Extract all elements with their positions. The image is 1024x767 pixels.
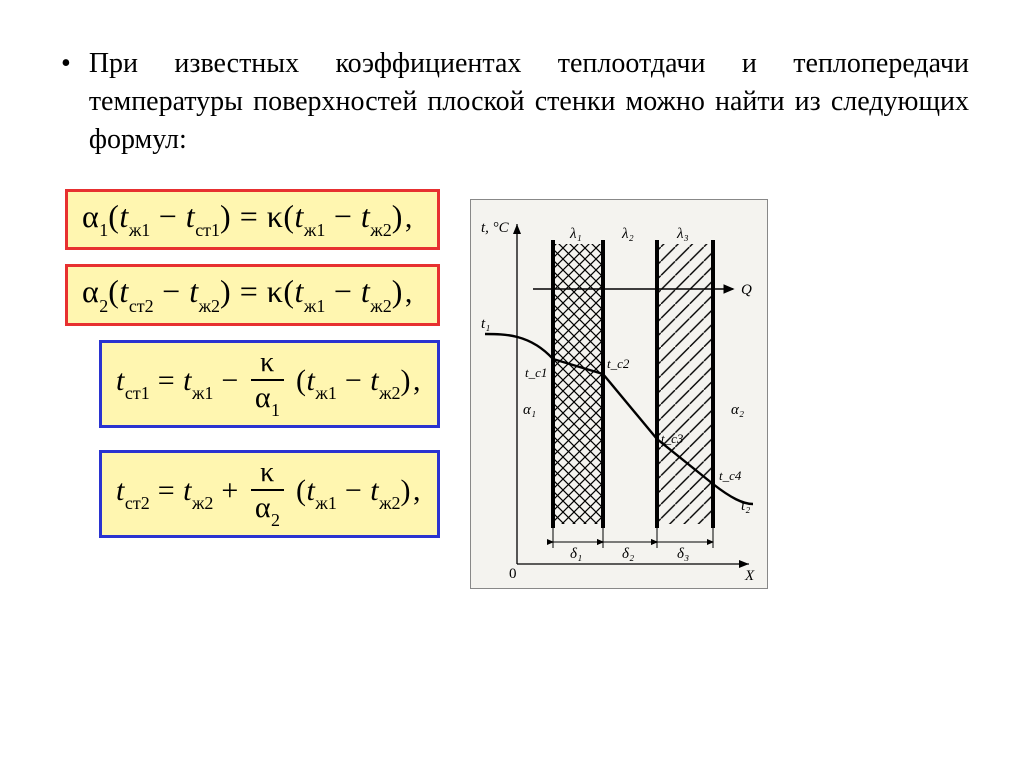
frac-bot: α1 [251, 381, 284, 417]
svg-text:t_c2: t_c2 [607, 356, 630, 371]
lparen: ( [296, 364, 307, 397]
alpha: α [82, 198, 99, 234]
t2: t [370, 364, 379, 397]
t2sub: ст1 [195, 220, 220, 240]
eq: = [158, 474, 175, 507]
minus2: − [345, 364, 362, 397]
svg-text:t, °C: t, °C [481, 220, 510, 236]
t1sub: ст2 [129, 296, 154, 316]
t2: t [186, 198, 195, 234]
kappa: κ [267, 273, 284, 309]
kappa: κ [267, 198, 284, 234]
t3sub: ж1 [304, 220, 325, 240]
tlhs-sub: ст2 [125, 493, 150, 513]
svg-text:λ₃: λ₃ [676, 226, 689, 242]
tlhs: t [116, 474, 125, 507]
wall-diagram: t, °C X 0 λ₁ λ₂ λ₃ Qt₁ t_c1 t_c2 t_c3 t_c4 t₂ α₁ α₂ δ₁… [475, 204, 763, 584]
content-row: α1(tж1 − tст1) = κ(tж1 − tж2), α2(tст2 −… [55, 189, 969, 589]
trhs-sub: ж1 [192, 383, 213, 403]
t3: t [295, 273, 304, 309]
t3sub: ж1 [304, 296, 325, 316]
svg-text:X: X [744, 568, 755, 584]
tlhs: t [116, 364, 125, 397]
svg-text:δ₃: δ₃ [677, 546, 689, 562]
tlhs-sub: ст1 [125, 383, 150, 403]
rparen: ) [220, 273, 231, 309]
alpha-sub: 2 [99, 296, 108, 316]
svg-text:Q: Q [741, 282, 752, 298]
comma: , [405, 201, 413, 234]
trhs: t [183, 364, 192, 397]
bullet-marker: • [55, 45, 71, 159]
minus2: − [334, 273, 353, 309]
t1: t [119, 198, 128, 234]
svg-text:t_c4: t_c4 [719, 468, 742, 483]
alpha-sub: 1 [99, 220, 108, 240]
svg-text:t_c1: t_c1 [525, 365, 547, 380]
paragraph-text: При известных коэффициентах теплоотдачи … [89, 45, 969, 159]
trhs: t [183, 474, 192, 507]
rparen: ) [220, 198, 231, 234]
formula-2: α2(tст2 − tж2) = κ(tж1 − tж2), [65, 264, 440, 325]
plus: + [221, 474, 238, 507]
frac-top: κ [254, 349, 281, 379]
svg-text:δ₂: δ₂ [622, 546, 634, 562]
frac-bot: α2 [251, 491, 284, 527]
t2sub: ж2 [379, 383, 400, 403]
t4: t [361, 273, 370, 309]
minus: − [221, 364, 238, 397]
formula-1: α1(tж1 − tст1) = κ(tж1 − tж2), [65, 189, 440, 250]
svg-text:0: 0 [509, 566, 517, 582]
t4: t [361, 198, 370, 234]
t2sub: ж2 [199, 296, 220, 316]
t4sub: ж2 [370, 220, 391, 240]
svg-text:t₂: t₂ [741, 498, 750, 514]
minus2: − [345, 474, 362, 507]
comma: , [413, 474, 421, 507]
formula-3: tст1 = tж1 − κ α1 (tж1 − tж2), [99, 340, 440, 428]
frac-top: κ [254, 459, 281, 489]
comma: , [413, 364, 421, 397]
eq: = [158, 364, 175, 397]
trhs-sub: ж2 [192, 493, 213, 513]
svg-text:α₁: α₁ [523, 402, 536, 418]
svg-text:α₂: α₂ [731, 402, 744, 418]
fraction: κ α2 [251, 459, 284, 527]
t1sub: ж1 [315, 383, 336, 403]
minus2: − [334, 198, 353, 234]
svg-text:λ₂: λ₂ [621, 226, 634, 242]
t2: t [370, 474, 379, 507]
fraction: κ α1 [251, 349, 284, 417]
t2: t [189, 273, 198, 309]
svg-text:t_c3: t_c3 [661, 431, 684, 446]
comma: , [405, 276, 413, 309]
t1sub: ж1 [315, 493, 336, 513]
rparen: ) [401, 364, 412, 397]
lparen: ( [108, 273, 119, 309]
t3: t [295, 198, 304, 234]
svg-text:δ₁: δ₁ [570, 546, 582, 562]
diagram-container: t, °C X 0 λ₁ λ₂ λ₃ Qt₁ t_c1 t_c2 t_c3 t_c4 t₂ α₁ α₂ δ₁… [470, 199, 768, 589]
minus: − [162, 273, 181, 309]
t1: t [119, 273, 128, 309]
t4sub: ж2 [370, 296, 391, 316]
formula-4: tст2 = tж2 + κ α2 (tж1 − tж2), [99, 450, 440, 538]
rparen: ) [401, 474, 412, 507]
eq: = [240, 273, 259, 309]
bullet-paragraph: • При известных коэффициентах теплоотдач… [55, 45, 969, 159]
rparen2: ) [392, 198, 403, 234]
rparen2: ) [392, 273, 403, 309]
lparen2: ( [283, 273, 294, 309]
lparen2: ( [283, 198, 294, 234]
minus: − [159, 198, 178, 234]
svg-text:λ₁: λ₁ [569, 226, 582, 242]
eq: = [240, 198, 259, 234]
svg-text:t₁: t₁ [481, 316, 490, 332]
lparen: ( [108, 198, 119, 234]
t2sub: ж2 [379, 493, 400, 513]
lparen: ( [296, 474, 307, 507]
t1sub: ж1 [129, 220, 150, 240]
alpha: α [82, 273, 99, 309]
formulas-column: α1(tж1 − tст1) = κ(tж1 − tж2), α2(tст2 −… [55, 189, 440, 538]
